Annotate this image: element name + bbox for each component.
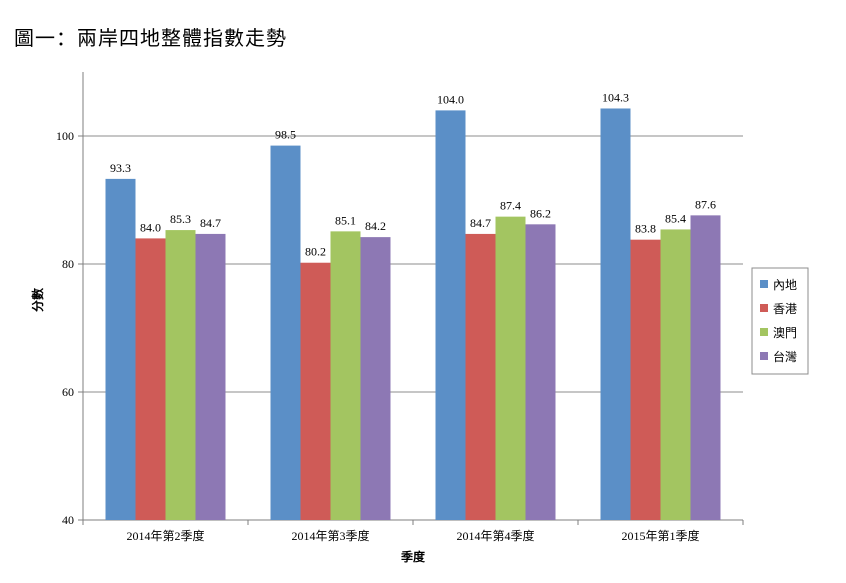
x-tick-label: 2014年第4季度	[456, 528, 534, 543]
x-tick-label: 2014年第2季度	[126, 528, 204, 543]
legend-entry: 澳門	[773, 326, 797, 340]
data-label: 98.5	[275, 128, 296, 142]
legend-entry: 內地	[773, 278, 797, 292]
bar	[165, 230, 196, 520]
y-tick-label: 60	[62, 385, 74, 399]
data-label: 84.0	[140, 220, 161, 234]
data-label: 85.4	[665, 211, 686, 225]
data-label: 84.7	[470, 216, 491, 230]
bar	[435, 110, 466, 521]
bar	[495, 216, 526, 520]
bar	[465, 233, 496, 521]
legend-swatch	[760, 280, 768, 288]
data-label: 104.3	[602, 90, 629, 104]
data-label: 104.0	[437, 92, 464, 106]
bar	[195, 233, 226, 521]
data-label: 84.2	[365, 219, 386, 233]
legend-entry: 香港	[773, 302, 797, 316]
bar	[270, 145, 301, 520]
data-label: 93.3	[110, 161, 131, 175]
legend-swatch	[760, 352, 768, 360]
data-label: 85.3	[170, 212, 191, 226]
bar	[360, 237, 391, 520]
legend-swatch	[760, 304, 768, 312]
y-axis-title: 分數	[30, 288, 45, 312]
tick-labels: 40 60 80 100 2014年第2季度 2014年第3季度 2014年第4季度 2015…	[56, 129, 700, 543]
data-label: 85.1	[335, 213, 356, 227]
bar	[330, 231, 361, 521]
y-tick-label: 80	[62, 257, 74, 271]
bars	[105, 108, 721, 521]
bar	[630, 239, 661, 520]
x-tick-label: 2015年第1季度	[621, 528, 699, 543]
bar	[525, 224, 556, 520]
bar	[105, 178, 136, 520]
bar	[690, 215, 721, 521]
x-axis-title: 季度	[400, 549, 426, 564]
legend-swatch	[760, 328, 768, 336]
bar	[660, 229, 691, 520]
data-label: 87.4	[500, 199, 521, 213]
data-label: 80.2	[305, 245, 326, 259]
bar	[300, 262, 331, 520]
bar	[135, 238, 166, 520]
data-label: 87.6	[695, 197, 716, 211]
data-label: 86.2	[530, 206, 551, 220]
x-tick-label: 2014年第3季度	[291, 528, 369, 543]
data-label: 83.8	[635, 222, 656, 236]
y-tick-label: 40	[62, 513, 74, 527]
legend-entry: 台灣	[773, 349, 797, 364]
bar	[600, 108, 631, 520]
data-labels: 93.3 84.0 85.3 84.7 98.5 80.2 85.1 84.2 104.0 84.…	[110, 90, 716, 258]
data-label: 84.7	[200, 216, 221, 230]
y-tick-label: 100	[56, 129, 74, 143]
chart-title: 圖一：兩岸四地整體指數走勢	[14, 26, 287, 50]
